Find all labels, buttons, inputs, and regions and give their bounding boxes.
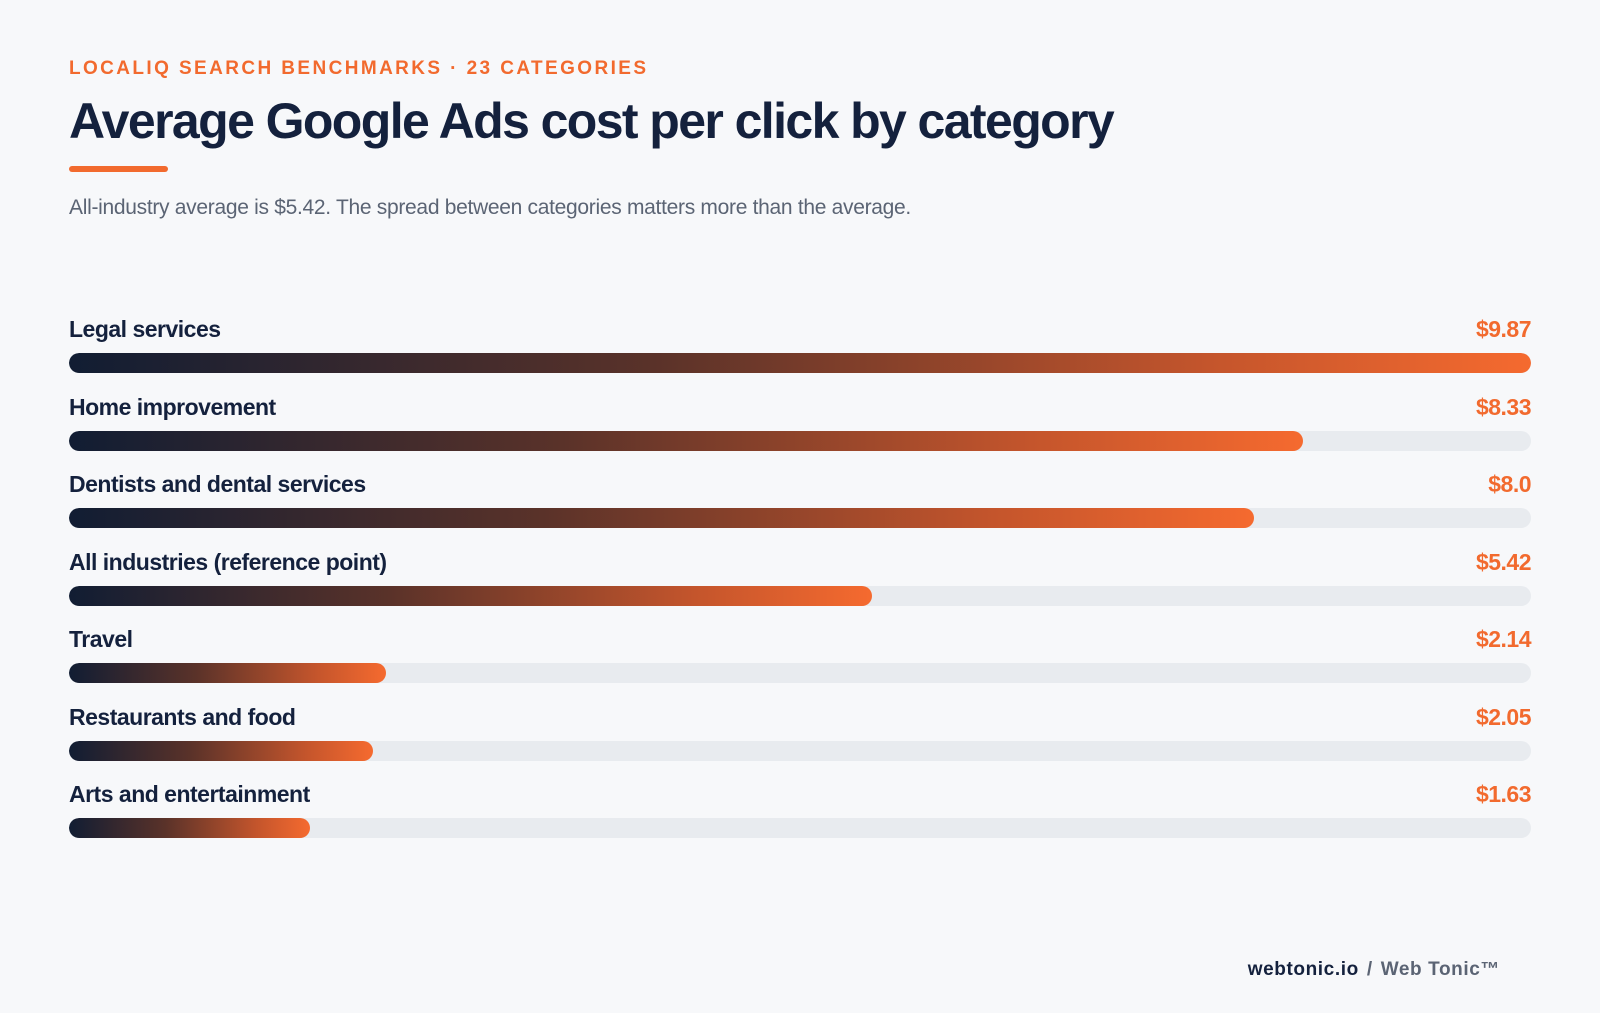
bar-chart: Legal services $9.87 Home improvement $8.33… (69, 312, 1532, 855)
value-label: $1.63 (1475, 781, 1532, 807)
bar-row-header: Travel $2.14 (69, 622, 1532, 662)
bar-row-header: Legal services $9.87 (69, 312, 1532, 352)
value-label: $8.0 (1488, 471, 1531, 497)
bar-row-header: Restaurants and food $2.05 (69, 700, 1532, 740)
bar (69, 818, 311, 838)
page-subtitle: All-industry average is $5.42. The sprea… (69, 196, 911, 219)
bar-row: Dentists and dental services $8.0 (69, 467, 1531, 545)
category-label: Travel (69, 626, 133, 652)
eyebrow-label: LOCALIQ SEARCH BENCHMARKS · 23 CATEGORIE… (69, 58, 649, 79)
value-label: $2.05 (1475, 703, 1532, 730)
bar-row: All industries (reference point) $5.42 (69, 545, 1532, 623)
bar-row: Legal services $9.87 (69, 312, 1532, 390)
bar-track (69, 430, 1531, 451)
category-label: Dentists and dental services (69, 471, 366, 497)
bar-track (69, 585, 1531, 606)
bar (69, 663, 386, 683)
bar (69, 585, 872, 606)
bar (69, 430, 1303, 451)
value-label: $8.33 (1475, 393, 1532, 420)
bar-track (69, 663, 1531, 683)
bar-row-header: Arts and entertainment $1.63 (69, 777, 1532, 817)
bar-track (69, 818, 1531, 838)
category-label: Home improvement (69, 393, 276, 420)
bar-row-header: Dentists and dental services $8.0 (69, 467, 1531, 507)
bar-row-header: Home improvement $8.33 (69, 390, 1532, 430)
page-title: Average Google Ads cost per click by cat… (69, 93, 1115, 149)
title-accent-rule (69, 166, 168, 172)
footer-separator: / (1366, 959, 1373, 980)
bar (69, 740, 373, 761)
bar-track (69, 740, 1531, 761)
bar-row: Home improvement $8.33 (69, 390, 1532, 468)
bar-track (69, 508, 1531, 528)
bar-row: Restaurants and food $2.05 (69, 700, 1532, 778)
footer-brand: Web Tonic™ (1380, 959, 1500, 980)
category-label: All industries (reference point) (69, 548, 387, 575)
footer-site: webtonic.io (1247, 959, 1359, 980)
bar (69, 353, 1531, 373)
category-label: Legal services (69, 316, 221, 342)
bar-row-header: All industries (reference point) $5.42 (69, 545, 1532, 585)
category-label: Restaurants and food (69, 703, 296, 730)
value-label: $5.42 (1475, 548, 1532, 575)
bar-row: Travel $2.14 (69, 622, 1532, 700)
bar-track (69, 353, 1531, 373)
value-label: $2.14 (1475, 626, 1532, 652)
footer-credit: webtonic.io / Web Tonic™ (1248, 959, 1500, 981)
bar (69, 508, 1254, 528)
bar-row: Arts and entertainment $1.63 (69, 777, 1532, 855)
chart-page: LOCALIQ SEARCH BENCHMARKS · 23 CATEGORIE… (69, 0, 1532, 1013)
category-label: Arts and entertainment (69, 781, 310, 807)
value-label: $9.87 (1475, 316, 1532, 342)
